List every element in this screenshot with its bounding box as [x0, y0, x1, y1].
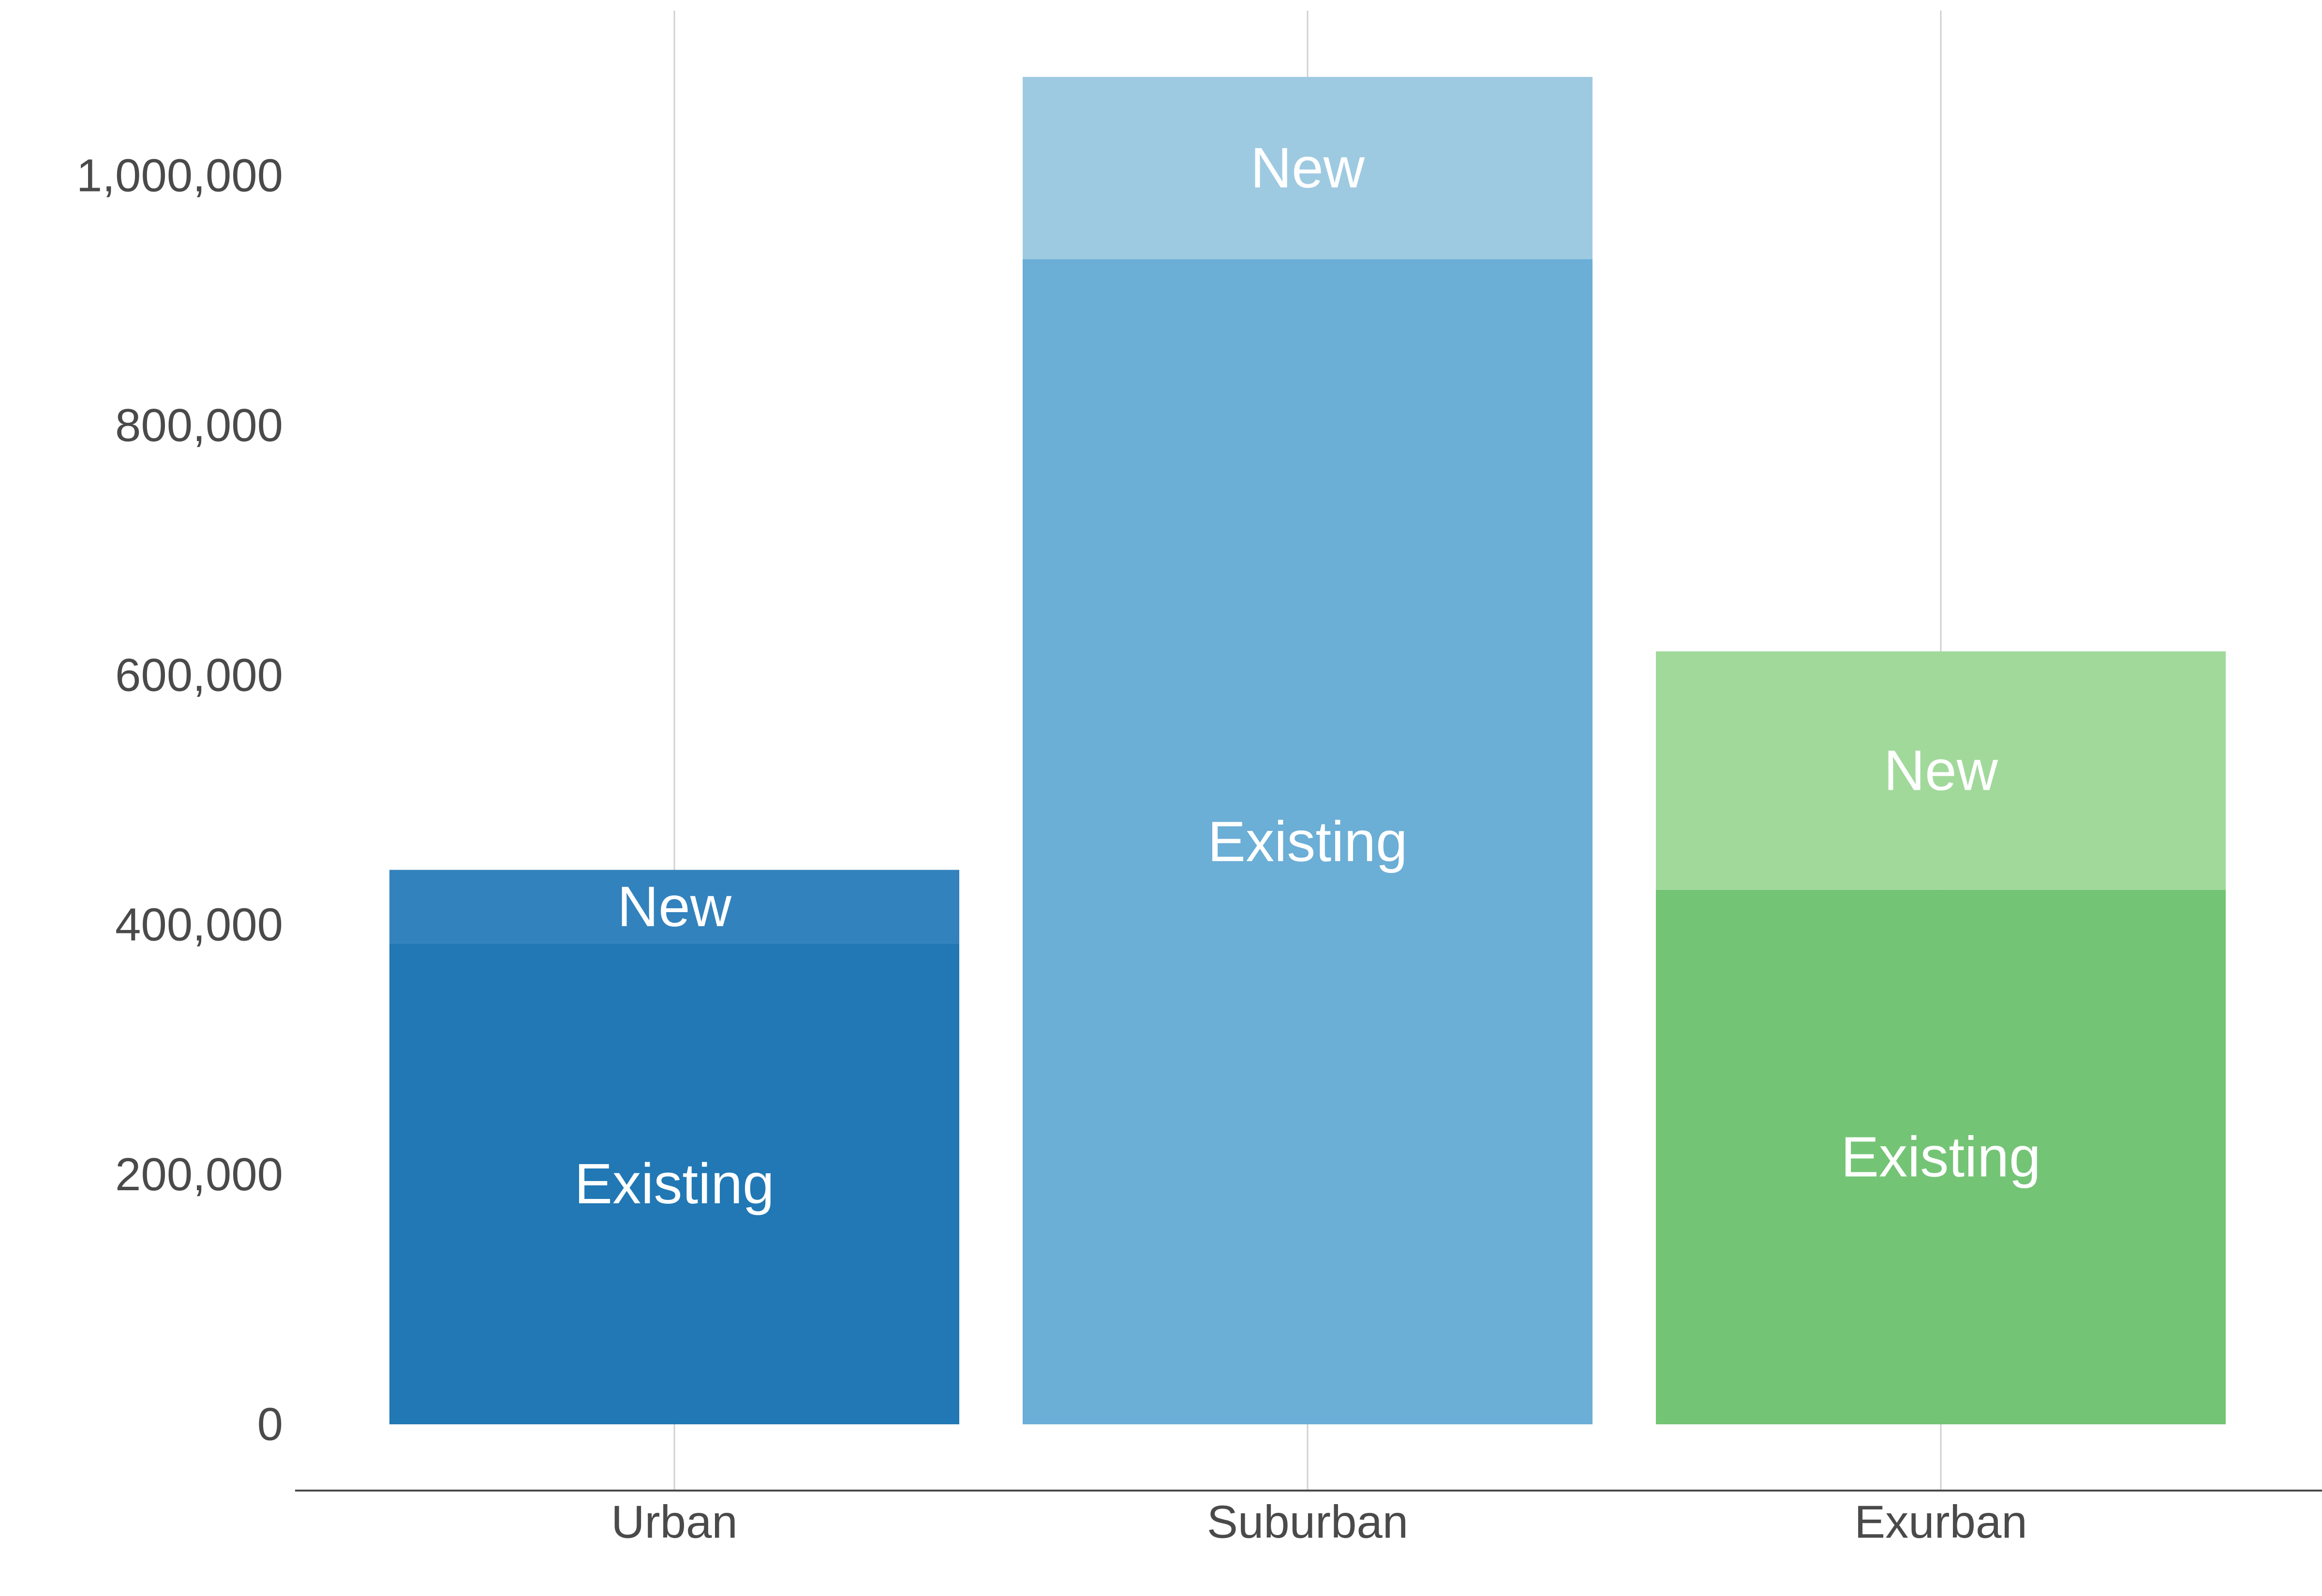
- x-axis: Urban Suburban Exurban: [295, 1490, 2322, 1548]
- bar-urban-new: [389, 870, 959, 944]
- segment-label-suburban-existing: Existing: [1207, 810, 1407, 873]
- bar-exurban-new: [1656, 651, 2226, 890]
- bars: [389, 77, 2226, 1424]
- bar-exurban-existing: [1656, 889, 2226, 1424]
- y-tick-label: 1,000,000: [76, 150, 283, 202]
- y-tick-label: 600,000: [115, 649, 283, 701]
- x-tick-label-urban: Urban: [611, 1496, 737, 1548]
- y-tick-label: 800,000: [115, 399, 283, 451]
- bar-urban-existing: [389, 943, 959, 1424]
- x-tick-label-exurban: Exurban: [1854, 1496, 2027, 1548]
- segment-label-exurban-new: New: [1884, 739, 1998, 802]
- segment-label-urban-existing: Existing: [574, 1152, 774, 1216]
- bar-suburban-existing: [1023, 259, 1593, 1424]
- segment-label-exurban-existing: Existing: [1841, 1125, 2040, 1189]
- y-tick-label: 200,000: [115, 1149, 283, 1200]
- y-tick-label: 0: [257, 1399, 283, 1450]
- bar-suburban-new: [1023, 77, 1593, 259]
- y-tick-label: 400,000: [115, 899, 283, 951]
- segment-label-urban-new: New: [617, 875, 732, 939]
- segment-labels: Existing New Existing New Existing New: [574, 136, 2040, 1216]
- y-axis: 0 200,000 400,000 600,000 800,000 1,000,000: [76, 150, 283, 1450]
- segment-label-suburban-new: New: [1250, 136, 1365, 200]
- x-tick-label-suburban: Suburban: [1207, 1496, 1408, 1548]
